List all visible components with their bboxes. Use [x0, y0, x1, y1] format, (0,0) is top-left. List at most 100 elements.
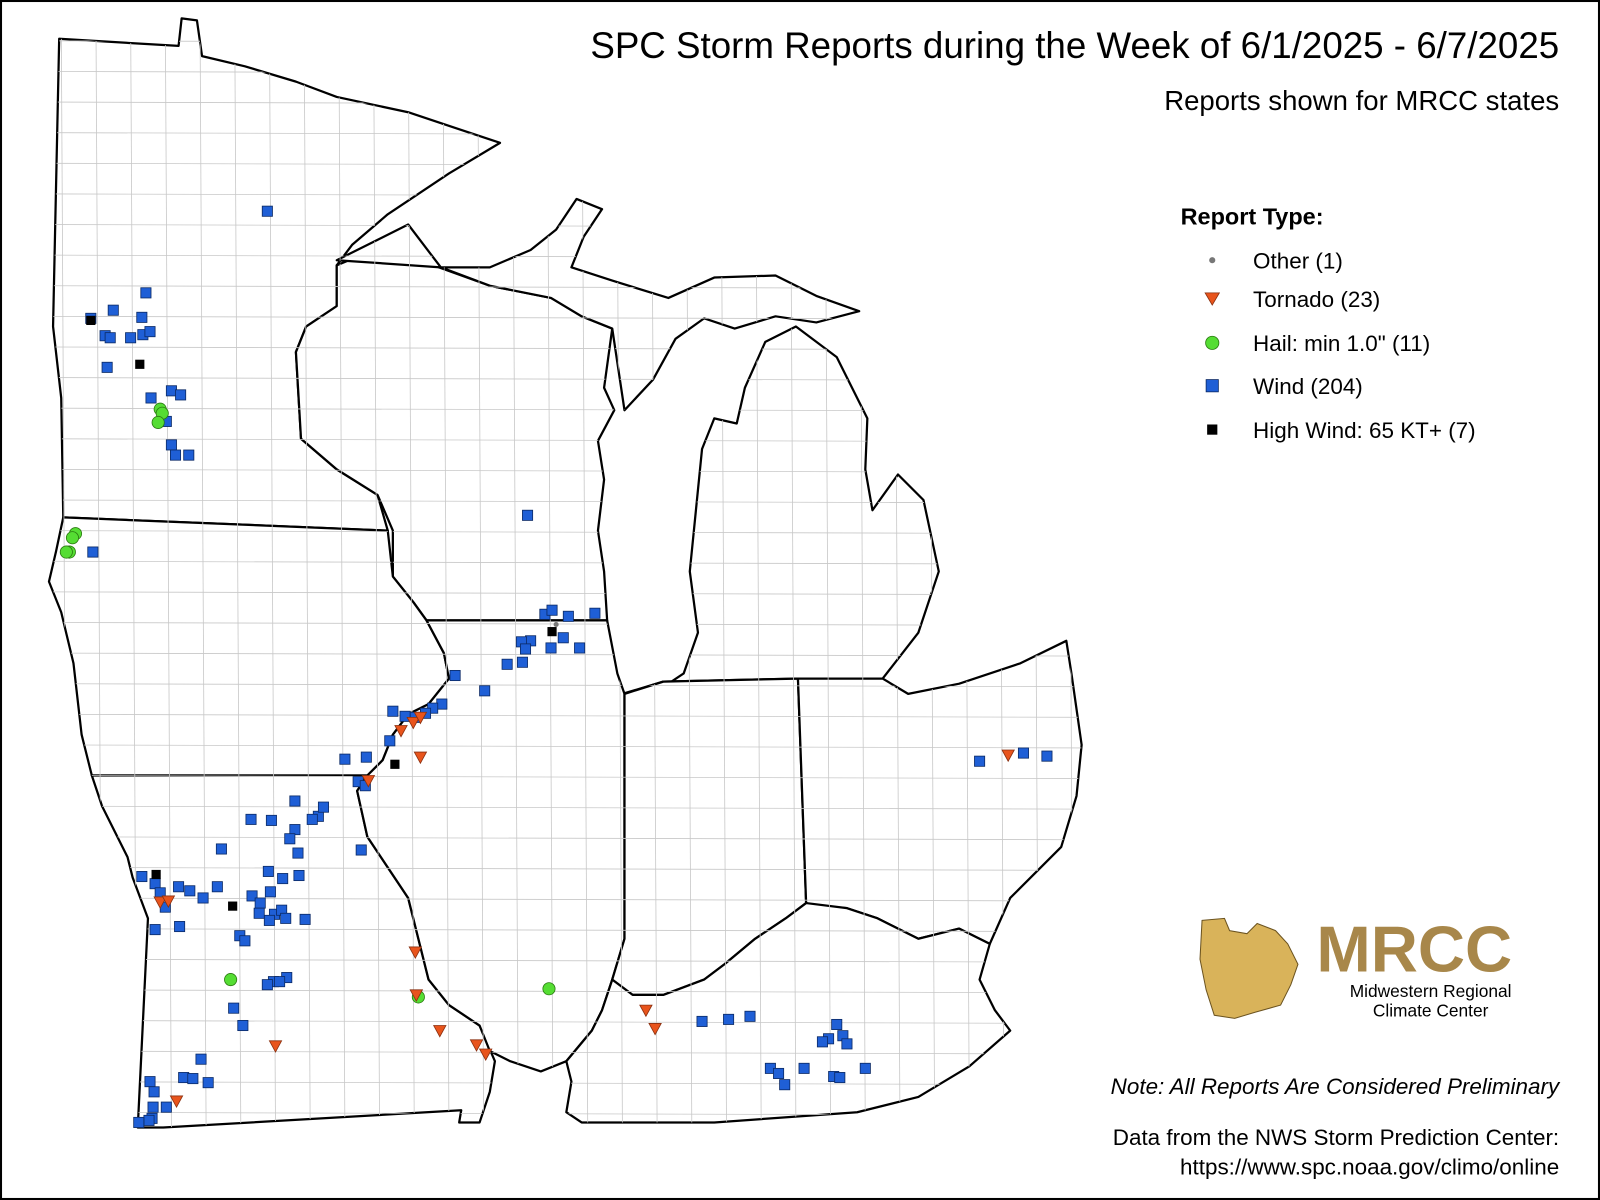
- wind-report: [384, 735, 396, 747]
- wind-report: [816, 1036, 828, 1048]
- legend-label: Wind (204): [1253, 374, 1363, 399]
- tornado-report: [432, 1025, 447, 1038]
- county-line: [48, 560, 1082, 565]
- tornado-report: [409, 989, 424, 1002]
- wind-report: [293, 870, 305, 882]
- tornado-report: [153, 896, 168, 910]
- tornado-report: [478, 1048, 493, 1062]
- legend-label: Tornado (23): [1253, 287, 1380, 312]
- legend-label: High Wind: 65 KT+ (7): [1253, 418, 1476, 443]
- wind-report: [173, 881, 185, 893]
- wind-report: [779, 1079, 791, 1091]
- county-line: [48, 1020, 1082, 1024]
- wind-report: [262, 865, 274, 877]
- wind-report: [202, 1077, 214, 1089]
- hail-report: [65, 531, 79, 545]
- hail-report: [151, 415, 165, 429]
- wind-report: [170, 449, 182, 461]
- county-line: [48, 1050, 1082, 1055]
- tornado-report: [413, 711, 428, 725]
- wind-report: [299, 913, 311, 925]
- wind-report: [228, 1002, 240, 1014]
- hail-report: [59, 545, 73, 559]
- wind-report: [798, 1062, 810, 1074]
- wind-report: [144, 1076, 156, 1088]
- hail-report: [224, 973, 238, 987]
- wind-report: [589, 607, 601, 619]
- wind-report: [974, 755, 986, 767]
- county-line: [48, 713, 1082, 718]
- wind-report: [545, 642, 557, 654]
- county-lines: [48, 18, 1082, 1128]
- tornado-report: [648, 1023, 662, 1036]
- wind-report: [289, 824, 301, 836]
- county-line: [581, 18, 589, 1128]
- wind-report: [149, 878, 161, 890]
- wind-report: [479, 685, 491, 697]
- wind-report: [211, 881, 223, 893]
- high-wind-report: [228, 901, 238, 911]
- county-line: [48, 836, 1082, 841]
- county-line: [373, 18, 380, 1128]
- legend-other-symbol: [1209, 257, 1216, 264]
- high-wind-report: [390, 759, 400, 769]
- wind-report: [133, 1116, 145, 1128]
- other-report: [553, 621, 559, 628]
- county-line: [234, 18, 242, 1128]
- wind-report: [289, 795, 301, 807]
- wind-report: [449, 670, 461, 682]
- wind-report: [143, 1114, 155, 1126]
- tornado-report: [394, 725, 408, 738]
- county-line: [48, 989, 1082, 994]
- county-line: [268, 18, 276, 1128]
- legend-tornado-symbol: [1204, 292, 1221, 306]
- wind-report: [197, 892, 209, 904]
- wind-report: [339, 753, 351, 765]
- wind-report: [306, 813, 318, 825]
- tornado-report: [639, 1004, 653, 1018]
- tornado-report: [169, 1095, 184, 1108]
- wind-report: [317, 801, 329, 813]
- tornado-report: [268, 1040, 283, 1053]
- wind-report: [360, 751, 372, 763]
- wind-report: [1017, 747, 1029, 759]
- wind-report: [147, 1101, 159, 1113]
- wind-report: [237, 1020, 249, 1032]
- wind-report: [140, 287, 152, 299]
- wind-report: [245, 813, 257, 825]
- mrcc-logo: MRCC Midwestern Regional Climate Center: [1199, 912, 1512, 1020]
- legend-title: Report Type:: [1181, 203, 1324, 229]
- wind-report: [859, 1062, 871, 1074]
- county-line: [48, 805, 1082, 810]
- wind-report: [516, 656, 528, 668]
- wind-report: [160, 1101, 172, 1113]
- wind-report: [574, 642, 586, 654]
- legend-wind-symbol: [1205, 379, 1219, 393]
- wind-report: [136, 311, 148, 323]
- high-wind-report: [151, 869, 161, 880]
- wind-report: [546, 604, 558, 616]
- wind-report: [125, 332, 137, 344]
- wind-report: [184, 885, 196, 897]
- tornado-report: [413, 751, 428, 765]
- subtitle: Reports shown for MRCC states: [1164, 85, 1559, 116]
- wind-report: [195, 1053, 207, 1065]
- tornado-report: [1001, 749, 1015, 763]
- county-line: [48, 897, 1082, 902]
- wind-report: [149, 924, 161, 936]
- logo-map: [1199, 917, 1299, 1019]
- wind-report: [261, 205, 273, 217]
- wind-report: [145, 392, 157, 404]
- wind-report: [215, 843, 227, 855]
- county-line: [164, 18, 172, 1128]
- wind-report: [355, 844, 367, 856]
- wind-report: [387, 705, 399, 717]
- wind-report: [261, 979, 273, 991]
- wind-report: [239, 935, 251, 947]
- legend-label: Hail: min 1.0" (11): [1253, 331, 1430, 356]
- wind-report: [265, 814, 277, 826]
- wind-report: [165, 439, 177, 451]
- wind-report: [831, 1018, 843, 1031]
- title: SPC Storm Reports during the Week of 6/1…: [590, 25, 1559, 66]
